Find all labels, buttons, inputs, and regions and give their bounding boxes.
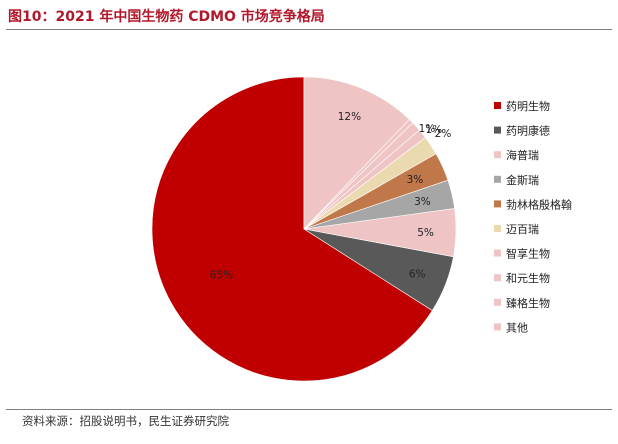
legend-swatch-10: [494, 323, 501, 331]
legend-label-10: 其他: [506, 321, 528, 334]
data-label-4: 3%: [414, 196, 431, 208]
figure-title: 图10：2021 年中国生物药 CDMO 市场竞争格局: [8, 9, 325, 25]
data-label-5: 3%: [407, 174, 424, 186]
legend-swatch-8: [494, 274, 501, 282]
source-note: 资料来源：招股说明书，民生证券研究院: [22, 414, 229, 428]
legend-label-3: 海普瑞: [506, 148, 539, 162]
data-label-7: 1%: [425, 124, 442, 136]
legend-swatch-3: [494, 151, 501, 159]
legend-swatch-6: [494, 225, 501, 232]
legend-label-6: 迈百瑞: [506, 222, 539, 236]
legend-label-2: 药明康德: [506, 124, 550, 138]
title-divider: [6, 29, 612, 30]
pie-chart: 65% 6% 5% 3% 3% 2%1%1% 12% 药明生物药明康德海普瑞金斯瑞勃林格殷格…: [151, 76, 572, 382]
data-label-10: 12%: [338, 111, 361, 123]
pie-slice-1: [151, 76, 433, 382]
legend-swatch-5: [494, 200, 501, 208]
pie-slices: [151, 76, 457, 382]
legend-label-8: 和元生物: [506, 271, 550, 285]
legend-label-7: 智享生物: [506, 247, 550, 261]
legend-swatch-9: [494, 298, 501, 306]
pie-data-labels: 65% 6% 5% 3% 3% 2%1%1% 12%: [210, 111, 452, 281]
data-label-6: 2%: [435, 128, 452, 140]
data-label-1: 65%: [210, 269, 233, 281]
legend-swatch-1: [494, 102, 501, 109]
legend-swatch-4: [494, 175, 501, 183]
legend-swatch-2: [494, 126, 501, 134]
data-label-3: 5%: [417, 227, 434, 239]
data-label-2: 6%: [409, 269, 426, 281]
legend-label-1: 药明生物: [506, 99, 550, 113]
legend-swatch-7: [494, 249, 501, 257]
pie-slice-10: [303, 76, 410, 230]
legend-label-4: 金斯瑞: [506, 173, 539, 187]
legend-label-5: 勃林格殷格翰: [506, 197, 572, 211]
data-label-8: 1%: [419, 123, 436, 135]
source-divider: [6, 409, 612, 410]
legend-label-9: 臻格生物: [506, 296, 550, 310]
